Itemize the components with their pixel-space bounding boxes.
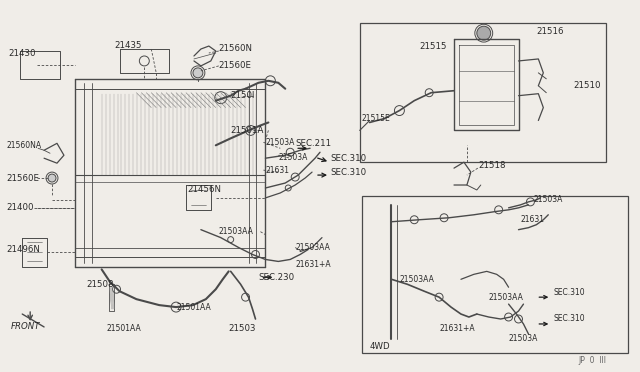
Text: SEC.211: SEC.211 bbox=[295, 139, 332, 148]
Text: 21560E: 21560E bbox=[6, 174, 39, 183]
Text: 21631: 21631 bbox=[520, 215, 545, 224]
Text: 21503AA: 21503AA bbox=[399, 275, 435, 284]
Text: 21456N: 21456N bbox=[187, 186, 221, 195]
Bar bbox=[362, 196, 628, 353]
Text: 4WD: 4WD bbox=[370, 342, 390, 351]
Text: 21560E: 21560E bbox=[219, 61, 252, 70]
Text: 21631+A: 21631+A bbox=[295, 260, 331, 269]
Text: 21430: 21430 bbox=[8, 48, 36, 58]
Text: JP  0  III: JP 0 III bbox=[578, 356, 606, 365]
Circle shape bbox=[48, 174, 56, 182]
Text: 21631: 21631 bbox=[266, 166, 289, 174]
Text: 21508: 21508 bbox=[87, 280, 115, 289]
Text: 21510: 21510 bbox=[573, 81, 600, 90]
Text: 21400: 21400 bbox=[6, 203, 34, 212]
Text: 21518: 21518 bbox=[479, 161, 506, 170]
Text: 21503A: 21503A bbox=[266, 138, 295, 147]
Text: 21503AA: 21503AA bbox=[489, 293, 524, 302]
Text: 21503A: 21503A bbox=[533, 195, 563, 204]
Text: 21515E: 21515E bbox=[362, 114, 390, 123]
Text: 21503A: 21503A bbox=[509, 334, 538, 343]
Text: 21631+A: 21631+A bbox=[439, 324, 475, 333]
Text: SEC.310: SEC.310 bbox=[330, 168, 366, 177]
Text: 21496N: 21496N bbox=[6, 245, 40, 254]
Text: SEC.310: SEC.310 bbox=[553, 288, 585, 297]
Text: 21501AA: 21501AA bbox=[107, 324, 141, 333]
Circle shape bbox=[193, 68, 203, 78]
Text: 21560NA: 21560NA bbox=[6, 141, 42, 150]
Circle shape bbox=[477, 26, 491, 40]
Text: 21516: 21516 bbox=[536, 27, 564, 36]
Text: SEC.310: SEC.310 bbox=[330, 154, 366, 163]
Text: 21515: 21515 bbox=[419, 42, 447, 51]
Text: 21503AA: 21503AA bbox=[295, 243, 330, 252]
Text: SEC.310: SEC.310 bbox=[553, 314, 585, 324]
Text: 21503AA: 21503AA bbox=[219, 227, 253, 236]
Text: 2150l: 2150l bbox=[230, 91, 255, 100]
Text: 21435: 21435 bbox=[115, 41, 142, 49]
Text: 21503: 21503 bbox=[228, 324, 256, 333]
Text: FRONT: FRONT bbox=[10, 323, 40, 331]
Text: 21501A: 21501A bbox=[230, 126, 264, 135]
Text: SEC.230: SEC.230 bbox=[259, 273, 294, 282]
Bar bbox=[360, 23, 606, 162]
Text: 21503A: 21503A bbox=[278, 153, 308, 162]
Text: 21501AA: 21501AA bbox=[176, 302, 211, 312]
Text: 21560N: 21560N bbox=[219, 44, 253, 52]
